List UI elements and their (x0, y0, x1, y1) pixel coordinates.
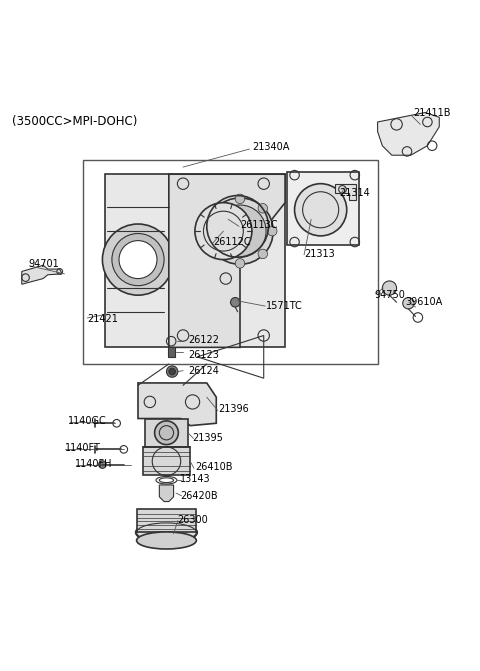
Circle shape (102, 224, 174, 295)
Circle shape (403, 297, 414, 309)
Text: 21314: 21314 (340, 188, 371, 198)
Polygon shape (105, 174, 285, 348)
Text: 1140GC: 1140GC (68, 416, 107, 426)
Text: 1571TC: 1571TC (266, 301, 303, 311)
Polygon shape (288, 172, 359, 246)
Polygon shape (145, 419, 188, 447)
Ellipse shape (137, 532, 196, 549)
Text: 26420B: 26420B (180, 491, 218, 501)
Circle shape (235, 258, 245, 268)
Text: 39610A: 39610A (405, 297, 443, 307)
Circle shape (119, 241, 157, 278)
Text: 21396: 21396 (219, 404, 250, 414)
Circle shape (235, 194, 245, 203)
Text: 26123: 26123 (188, 350, 219, 360)
Text: 13143: 13143 (180, 474, 210, 484)
Polygon shape (22, 265, 62, 285)
Text: 26113C: 26113C (240, 220, 277, 230)
Bar (168, 347, 176, 358)
Polygon shape (335, 184, 356, 200)
Circle shape (207, 198, 273, 264)
Circle shape (258, 203, 267, 213)
Circle shape (295, 184, 347, 236)
Polygon shape (159, 485, 174, 501)
Polygon shape (169, 174, 285, 348)
Circle shape (203, 226, 213, 236)
Text: 94750: 94750 (375, 290, 406, 300)
Text: 26122: 26122 (188, 336, 219, 346)
Text: 1140FT: 1140FT (64, 444, 100, 454)
Text: 21411B: 21411B (413, 109, 451, 119)
Circle shape (230, 297, 240, 307)
Circle shape (383, 281, 396, 295)
Circle shape (195, 203, 252, 260)
Circle shape (213, 203, 222, 213)
Text: 21395: 21395 (192, 433, 223, 442)
Circle shape (267, 226, 277, 236)
Circle shape (214, 205, 266, 257)
Circle shape (169, 368, 176, 375)
Text: 1140FH: 1140FH (75, 458, 112, 468)
Text: 26112C: 26112C (213, 237, 251, 246)
Text: 94701: 94701 (29, 259, 60, 269)
Circle shape (167, 366, 178, 377)
Circle shape (98, 461, 106, 468)
Polygon shape (378, 113, 439, 155)
Text: 21313: 21313 (304, 249, 335, 259)
Text: 21421: 21421 (87, 314, 118, 324)
Polygon shape (138, 383, 216, 425)
Circle shape (258, 249, 267, 259)
Ellipse shape (136, 522, 197, 543)
Bar (84, 160, 378, 364)
Bar (143, 447, 190, 476)
Circle shape (155, 421, 179, 445)
Text: 26410B: 26410B (195, 462, 232, 472)
Bar (137, 509, 196, 532)
Text: 26124: 26124 (188, 366, 219, 376)
Text: (3500CC>MPI-DOHC): (3500CC>MPI-DOHC) (12, 115, 138, 128)
Circle shape (213, 249, 222, 259)
Text: 21340A: 21340A (252, 142, 289, 152)
Text: 26300: 26300 (177, 515, 208, 525)
Circle shape (112, 234, 164, 286)
